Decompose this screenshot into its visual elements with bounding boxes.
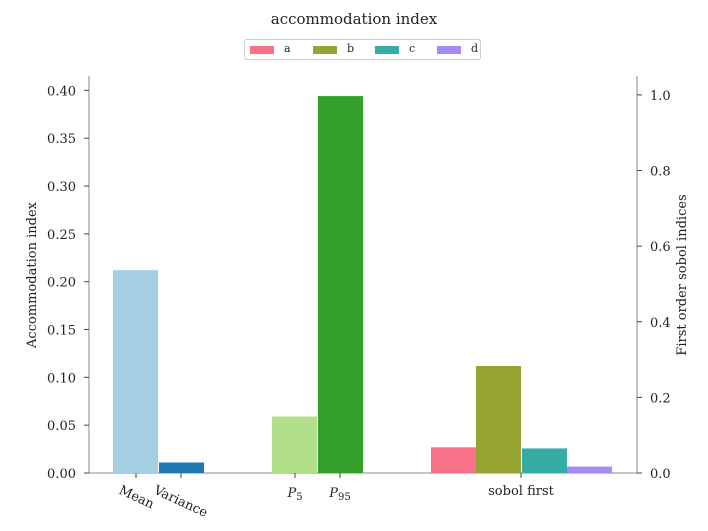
bar-sobol-c xyxy=(522,448,567,473)
y-tick-left-label: 0.20 xyxy=(47,276,76,291)
y-tick-right-label: 0.0 xyxy=(650,467,671,482)
y-tick-right-label: 1.0 xyxy=(650,89,671,104)
bar-sobol-b xyxy=(476,365,521,473)
y-tick-left-label: 0.40 xyxy=(47,84,76,99)
y-tick-right-label: 0.6 xyxy=(650,240,671,255)
x-tick-label-p95: P95 xyxy=(328,486,350,503)
bar-p5 xyxy=(272,416,317,473)
bar-sobol-d xyxy=(567,466,612,473)
legend: a b c d xyxy=(244,39,481,60)
y-tick-left-label: 0.00 xyxy=(47,467,76,482)
legend-swatch-b xyxy=(313,46,337,54)
bar-mean xyxy=(113,270,158,473)
legend-swatch-d xyxy=(437,46,461,54)
legend-label-d: d xyxy=(471,42,479,55)
y-axis-label-left: Accommodation index xyxy=(25,201,40,349)
y-tick-left-label: 0.05 xyxy=(47,419,76,434)
bar-variance xyxy=(159,462,204,473)
x-tick-label-p5: P5 xyxy=(286,486,302,503)
bar-sobol-a xyxy=(431,447,476,473)
legend-swatch-a xyxy=(250,46,274,54)
x-tick-label-variance: Variance xyxy=(150,483,210,521)
y-tick-right-label: 0.2 xyxy=(650,391,671,406)
y-tick-left-label: 0.30 xyxy=(47,180,76,195)
x-tick-label-mean: Mean xyxy=(116,483,157,513)
legend-label-b: b xyxy=(347,42,355,55)
y-axis-label-right: First order sobol indices xyxy=(675,194,690,355)
y-tick-left-label: 0.10 xyxy=(47,371,76,386)
y-tick-right-label: 0.4 xyxy=(650,316,671,331)
chart-title: accommodation index xyxy=(271,10,438,28)
y-tick-left-label: 0.35 xyxy=(47,132,76,147)
bar-p95 xyxy=(318,96,363,473)
y-tick-right-label: 0.8 xyxy=(650,165,671,180)
legend-label-a: a xyxy=(284,42,291,55)
x-tick-label-sobol-first: sobol first xyxy=(488,484,554,499)
legend-swatch-c xyxy=(375,46,399,54)
y-tick-left-label: 0.25 xyxy=(47,228,76,243)
y-tick-left-label: 0.15 xyxy=(47,324,76,339)
legend-label-c: c xyxy=(409,42,416,55)
